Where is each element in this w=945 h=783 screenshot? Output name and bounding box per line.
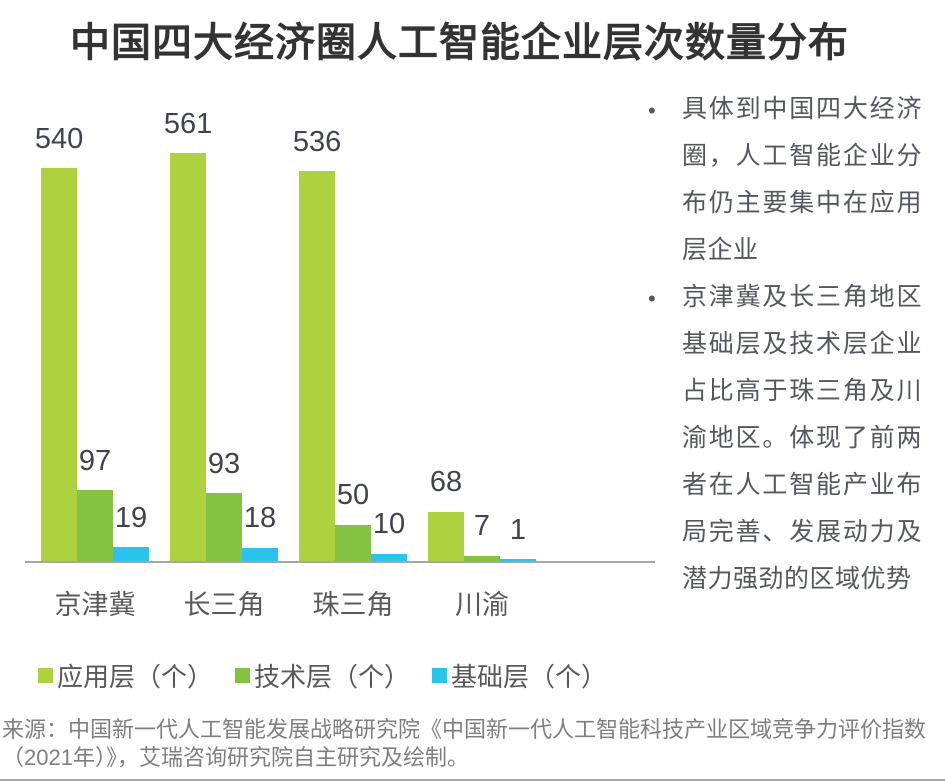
- category-label: 珠三角: [312, 590, 394, 620]
- bar: [170, 153, 206, 561]
- bar-plot: 540 97 19 561 93 18 536 50 10 68 7 1: [25, 105, 655, 563]
- bar-value-label: 68: [429, 466, 463, 499]
- bar-value-label: 561: [163, 107, 213, 140]
- bar-column: 18: [242, 503, 278, 561]
- bar-group: 536 50 10: [293, 126, 407, 561]
- category-label: 京津冀: [54, 590, 136, 620]
- bar: [77, 490, 113, 561]
- bar-value-label: 540: [34, 122, 84, 155]
- bar: [500, 559, 536, 561]
- bar-column: 7: [464, 511, 500, 561]
- bar-column: 536: [293, 126, 341, 561]
- bar-column: 561: [164, 108, 212, 561]
- bar-value-label: 50: [336, 479, 370, 512]
- legend-swatch-icon: [235, 668, 251, 683]
- legend-item: 应用层（个）: [38, 657, 213, 694]
- bar-value-label: 19: [114, 501, 148, 534]
- bar-column: 1: [500, 513, 536, 561]
- note-bullet: 具体到中国四大经济圈，人工智能企业分布仍主要集中在应用层企业: [644, 86, 922, 274]
- bar-column: 19: [113, 501, 149, 561]
- bar-column: 540: [35, 123, 83, 561]
- source-text: 来源：中国新一代人工智能发展战略研究院《中国新一代人工智能科技产业区域竞争力评价…: [2, 717, 927, 770]
- bar-column: 10: [371, 509, 407, 561]
- legend-label: 基础层（个）: [451, 662, 608, 692]
- bar-group: 561 93 18: [164, 108, 278, 561]
- notes-panel: 具体到中国四大经济圈，人工智能企业分布仍主要集中在应用层企业京津冀及长三角地区基…: [644, 86, 922, 603]
- legend-item: 基础层（个）: [432, 657, 607, 694]
- bar-group: 540 97 19: [35, 123, 149, 561]
- legend-swatch-icon: [38, 668, 53, 683]
- bar-value-label: 1: [509, 513, 527, 546]
- chart-title: 中国四大经济圈人工智能企业层次数量分布: [70, 21, 849, 65]
- legend-label: 技术层（个）: [254, 662, 411, 692]
- bar-value-label: 536: [292, 125, 342, 158]
- bar-value-label: 97: [78, 445, 112, 478]
- bar-value-label: 18: [243, 502, 277, 535]
- bar: [335, 524, 371, 561]
- bar-value-label: 10: [372, 508, 406, 541]
- legend-item: 技术层（个）: [235, 657, 410, 694]
- bar-column: 97: [77, 446, 113, 561]
- bar: [371, 553, 407, 561]
- bar: [428, 511, 464, 561]
- legend-swatch-icon: [432, 668, 448, 683]
- bar-value-label: 93: [207, 447, 241, 480]
- bar-column: 68: [428, 467, 464, 561]
- bar: [206, 493, 242, 561]
- note-bullet: 京津冀及长三角地区基础层及技术层企业占比高于珠三角及川渝地区。体现了前两者在人工…: [644, 274, 922, 603]
- bar: [299, 171, 335, 561]
- bottom-rule: [0, 779, 945, 781]
- bar-column: 93: [206, 447, 242, 561]
- legend-label: 应用层（个）: [57, 662, 214, 692]
- bar-value-label: 7: [473, 510, 491, 543]
- category-label: 长三角: [183, 590, 265, 620]
- category-label: 川渝: [455, 590, 509, 620]
- bar: [113, 547, 149, 561]
- bar: [41, 168, 77, 561]
- bar-group: 68 7 1: [428, 467, 536, 561]
- bar: [464, 555, 500, 561]
- legend: 应用层（个） 技术层（个） 基础层（个）: [38, 657, 607, 694]
- bar: [242, 547, 278, 561]
- bar-column: 50: [335, 480, 371, 561]
- category-row: 京津冀 长三角 珠三角 川渝: [25, 583, 671, 622]
